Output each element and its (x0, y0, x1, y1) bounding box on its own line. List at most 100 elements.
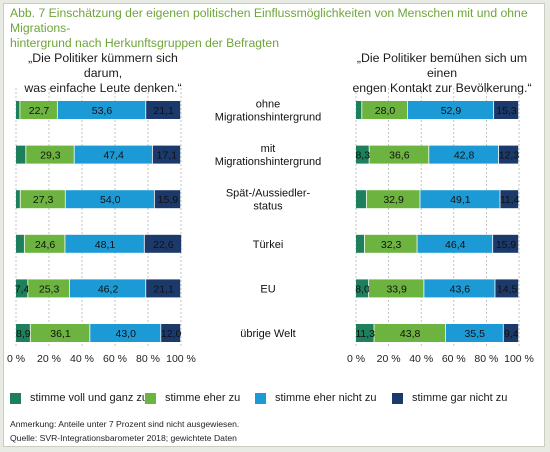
right-tick-label: 100 % (504, 353, 534, 365)
left-data-label: 48,1 (95, 239, 116, 251)
left-bar-segment (69, 279, 146, 298)
left-bar-segment (16, 324, 30, 342)
right-bar-segment (356, 145, 369, 164)
left-bar-segment (74, 145, 152, 164)
left-bar-segment (16, 101, 20, 119)
legend-item-voll: stimme voll und ganz zu (10, 392, 148, 404)
left-bar-segment (146, 101, 181, 119)
left-tick-label: 60 % (103, 353, 127, 365)
right-bar-segment (356, 190, 366, 209)
right-data-label: 42,8 (454, 150, 475, 162)
legend-swatch-eher (145, 392, 156, 404)
right-bar-segment (503, 324, 519, 342)
right-bar-segment (356, 101, 362, 119)
left-bar-segment (16, 279, 28, 298)
left-tick-label: 0 % (7, 353, 25, 365)
left-data-label: 17,1 (157, 150, 178, 162)
category-label: EU (260, 283, 275, 295)
right-tick-label: 80 % (474, 353, 498, 365)
right-data-label: 8,0 (355, 283, 370, 295)
category-label: ohne (256, 99, 280, 111)
left-bar-segment (20, 190, 65, 209)
right-data-label: 14,5 (497, 283, 518, 295)
footnote: Anmerkung: Anteile unter 7 Prozent sind … (10, 419, 240, 429)
right-bar-segment (498, 145, 519, 164)
figure-title: Abb. 7 Einschätzung der eigenen politisc… (10, 6, 530, 51)
right-chart-title: „Die Politiker bemühen sich um einen eng… (342, 51, 542, 96)
right-data-label: 32,3 (381, 239, 402, 251)
right-bar-segment (424, 279, 495, 298)
right-bar-segment (356, 279, 369, 298)
left-bar-segment (24, 234, 65, 253)
left-bar-segment (28, 279, 70, 298)
left-bar-segment (57, 101, 146, 119)
left-bar-segment (26, 145, 74, 164)
left-bar-segment (65, 190, 154, 209)
right-bar-segment (407, 101, 494, 119)
right-data-label: 15,3 (496, 105, 517, 117)
right-data-label: 46,4 (445, 239, 466, 251)
right-tick-label: 0 % (347, 353, 365, 365)
right-bar-segment (495, 279, 519, 298)
right-data-label: 12,3 (499, 150, 520, 162)
left-bar-segment (16, 145, 26, 164)
right-data-label: 43,8 (400, 328, 421, 340)
left-tick-label: 100 % (166, 353, 196, 365)
right-data-label: 52,9 (441, 105, 462, 117)
left-bar-segment (20, 101, 57, 119)
left-data-label: 25,3 (39, 283, 60, 295)
right-tick-label: 60 % (442, 353, 466, 365)
left-data-label: 7,4 (15, 283, 30, 295)
right-chart-title-line2: engen Kontakt zur Bevölkerung.“ (352, 81, 532, 95)
legend-item-eher: stimme eher zu (145, 392, 240, 404)
left-data-label: 46,2 (98, 283, 119, 295)
right-data-label: 11,3 (355, 328, 375, 340)
right-bar-segment (420, 190, 500, 209)
left-data-label: 22,6 (153, 239, 174, 251)
right-bar-segment (356, 234, 365, 253)
left-bar-segment (161, 324, 181, 342)
left-tick-label: 80 % (136, 353, 160, 365)
left-bar-segment (65, 234, 144, 253)
left-bar-segment (144, 234, 182, 253)
left-data-label: 47,4 (103, 150, 124, 162)
right-bar-segment (500, 190, 519, 209)
left-tick-label: 20 % (37, 353, 61, 365)
right-bar-segment (429, 145, 499, 164)
right-tick-label: 40 % (409, 353, 433, 365)
right-data-label: 33,9 (386, 283, 407, 295)
left-bar-segment (146, 279, 181, 298)
right-bar-segment (494, 101, 519, 119)
right-bar-segment (366, 190, 420, 209)
right-bar-segment (445, 324, 503, 342)
legend-swatch-eher-nicht (255, 392, 266, 404)
left-bar-segment (16, 190, 20, 209)
right-bar-segment (374, 324, 446, 342)
left-data-label: 36,1 (50, 328, 71, 340)
category-label: status (253, 201, 283, 213)
source-note: Quelle: SVR-Integrationsbarometer 2018; … (10, 433, 237, 443)
left-data-label: 8,9 (16, 328, 31, 340)
right-data-label: 11,4 (500, 194, 520, 206)
right-bar-segment (369, 145, 429, 164)
right-bar-segment (362, 101, 408, 119)
right-data-label: 9,4 (504, 328, 519, 340)
legend-item-eher-nicht: stimme eher nicht zu (255, 392, 376, 404)
legend-item-gar-nicht: stimme gar nicht zu (392, 392, 507, 404)
left-bar-segment (154, 190, 181, 209)
left-tick-label: 40 % (70, 353, 94, 365)
right-data-label: 35,5 (465, 328, 486, 340)
left-data-label: 43,0 (116, 328, 137, 340)
category-label: Türkei (253, 239, 284, 251)
right-data-label: 15,9 (496, 239, 517, 251)
left-data-label: 22,7 (29, 105, 50, 117)
legend-label-eher: stimme eher zu (165, 392, 241, 404)
right-data-label: 36,6 (389, 150, 410, 162)
left-bar-segment (90, 324, 161, 342)
left-bar-segment (152, 145, 181, 164)
left-data-label: 21,1 (153, 105, 174, 117)
category-label: Migrationshintergrund (215, 112, 321, 124)
right-bar-segment (417, 234, 493, 253)
right-chart-title-line1: „Die Politiker bemühen sich um einen (356, 51, 528, 80)
